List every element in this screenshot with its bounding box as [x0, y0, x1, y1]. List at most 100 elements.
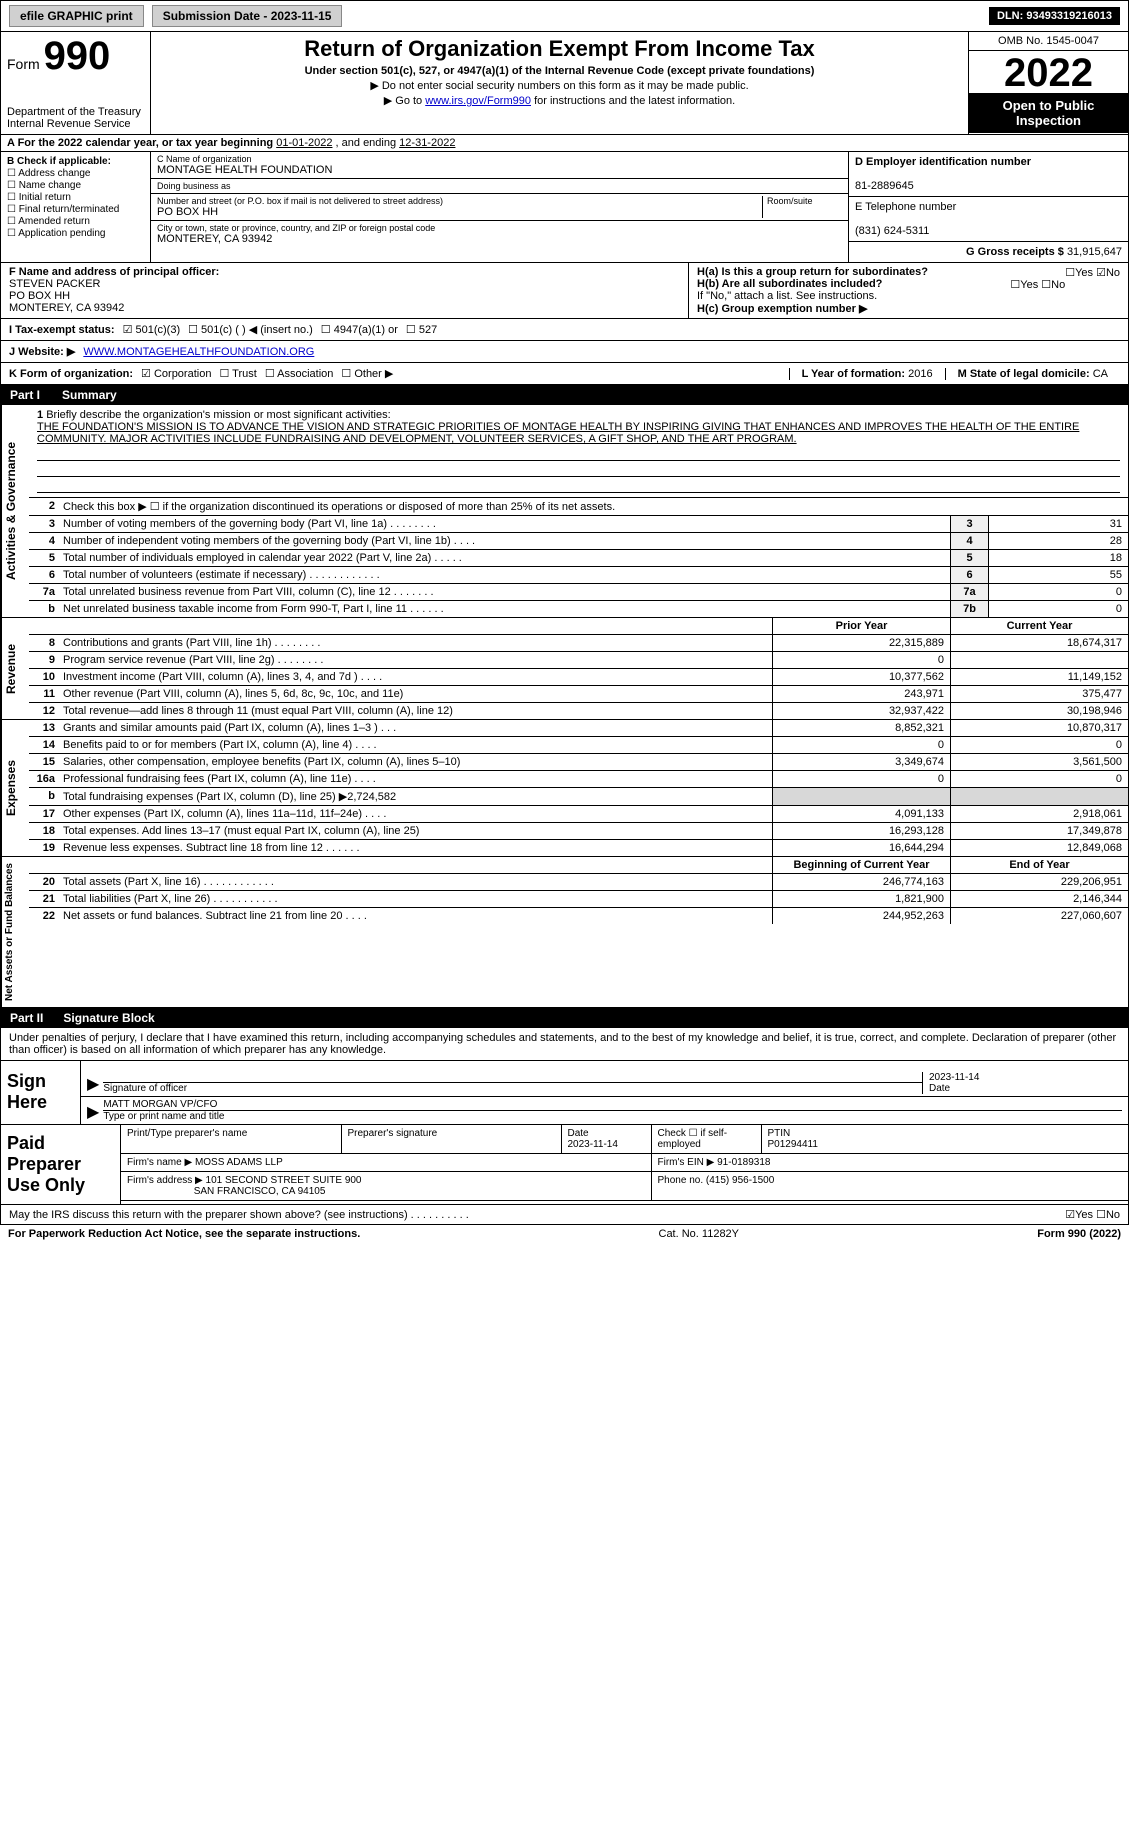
row-a-pre: A For the 2022 calendar year, or tax yea…	[7, 137, 276, 149]
prep-date-label: Date	[568, 1128, 589, 1139]
sign-date: 2023-11-14	[929, 1072, 1122, 1083]
footer-left: For Paperwork Reduction Act Notice, see …	[8, 1228, 360, 1240]
status-501c3[interactable]: ☑ 501(c)(3)	[123, 323, 181, 336]
tax-year-begin: 01-01-2022	[276, 137, 332, 149]
table-row: 16aProfessional fundraising fees (Part I…	[29, 771, 1128, 788]
chk-application-pending[interactable]: ☐ Application pending	[7, 228, 144, 239]
sign-date-label: Date	[929, 1083, 950, 1094]
dln-label: DLN: 93493319216013	[989, 7, 1120, 25]
ha-no[interactable]: No	[1106, 267, 1120, 279]
discuss-no[interactable]: No	[1106, 1209, 1120, 1221]
chk-name-change[interactable]: ☐ Name change	[7, 180, 144, 191]
begin-year-header: Beginning of Current Year	[772, 857, 950, 873]
org-corporation[interactable]: ☑ Corporation	[141, 367, 211, 380]
end-year-header: End of Year	[950, 857, 1128, 873]
firm-name: MOSS ADAMS LLP	[195, 1157, 283, 1168]
website-label: J Website: ▶	[9, 345, 75, 358]
note2-pre: ▶ Go to	[384, 95, 425, 107]
chk-address-change[interactable]: ☐ Address change	[7, 168, 144, 179]
firm-ein-label: Firm's EIN ▶	[658, 1157, 715, 1168]
officer-name-label: Type or print name and title	[103, 1111, 224, 1122]
omb-number: OMB No. 1545-0047	[969, 32, 1128, 51]
principal-label: F Name and address of principal officer:	[9, 266, 219, 278]
phone-label: E Telephone number	[855, 201, 956, 213]
gross-label: G Gross receipts $	[966, 246, 1064, 258]
room-label: Room/suite	[767, 196, 842, 206]
hc-label: H(c) Group exemption number ▶	[697, 303, 867, 315]
chk-final-return[interactable]: ☐ Final return/terminated	[7, 204, 144, 215]
table-row: 10Investment income (Part VIII, column (…	[29, 669, 1128, 686]
table-row: 3Number of voting members of the governi…	[29, 516, 1128, 533]
irs-link[interactable]: www.irs.gov/Form990	[425, 95, 531, 107]
table-row: 4Number of independent voting members of…	[29, 533, 1128, 550]
block-bcd: B Check if applicable: ☐ Address change …	[0, 152, 1129, 263]
ein-label: D Employer identification number	[855, 156, 1031, 168]
table-row: 18Total expenses. Add lines 13–17 (must …	[29, 823, 1128, 840]
netassets-section: Net Assets or Fund Balances Beginning of…	[0, 857, 1129, 1008]
signature-intro: Under penalties of perjury, I declare th…	[0, 1028, 1129, 1061]
blank-line	[37, 463, 1120, 477]
efile-print-button[interactable]: efile GRAPHIC print	[9, 5, 144, 27]
status-label: I Tax-exempt status:	[9, 324, 115, 336]
ha-yes[interactable]: Yes	[1075, 267, 1093, 279]
org-name-label: C Name of organization	[157, 154, 842, 164]
arrow-icon: ▶	[87, 1102, 99, 1122]
hb-no[interactable]: No	[1051, 279, 1065, 291]
hb-yes[interactable]: Yes	[1020, 279, 1038, 291]
status-4947[interactable]: ☐ 4947(a)(1) or	[321, 323, 398, 336]
ptin-label: PTIN	[768, 1128, 791, 1139]
table-row: 12Total revenue—add lines 8 through 11 (…	[29, 703, 1128, 719]
discuss-text: May the IRS discuss this return with the…	[9, 1209, 469, 1221]
col-b-checkboxes: B Check if applicable: ☐ Address change …	[1, 152, 151, 262]
current-year-header: Current Year	[950, 618, 1128, 634]
sign-here-label: Sign Here	[1, 1061, 81, 1124]
form-note-2: ▶ Go to www.irs.gov/Form990 for instruct…	[159, 94, 960, 107]
table-row: 8Contributions and grants (Part VIII, li…	[29, 635, 1128, 652]
part-1-label: Part I	[10, 388, 40, 402]
dba-label: Doing business as	[157, 181, 842, 191]
part-1-title: Summary	[56, 388, 123, 402]
netassets-header: Beginning of Current Year End of Year	[29, 857, 1128, 874]
table-row: 15Salaries, other compensation, employee…	[29, 754, 1128, 771]
mission-num: 1	[37, 409, 43, 421]
form-org-label: K Form of organization:	[9, 368, 133, 380]
blank-line	[37, 447, 1120, 461]
firm-addr-label: Firm's address ▶	[127, 1175, 203, 1186]
org-association[interactable]: ☐ Association	[265, 367, 334, 380]
form-label: Form	[7, 56, 40, 72]
prep-name-label: Print/Type preparer's name	[127, 1128, 247, 1139]
revenue-side-label: Revenue	[1, 618, 29, 719]
firm-name-label: Firm's name ▶	[127, 1157, 192, 1168]
hb-label: H(b) Are all subordinates included?	[697, 278, 882, 290]
principal-addr2: MONTEREY, CA 93942	[9, 302, 124, 314]
status-527[interactable]: ☐ 527	[406, 323, 437, 336]
firm-addr: 101 SECOND STREET SUITE 900	[206, 1175, 362, 1186]
prep-check-label[interactable]: Check ☐ if self-employed	[658, 1128, 728, 1150]
row-a-mid: , and ending	[336, 137, 400, 149]
ein-value: 81-2889645	[855, 180, 914, 192]
preparer-block: Paid Preparer Use Only Print/Type prepar…	[0, 1125, 1129, 1205]
discuss-yes[interactable]: Yes	[1075, 1209, 1093, 1221]
firm-ein: 91-0189318	[717, 1157, 770, 1168]
governance-section: Activities & Governance 1 Briefly descri…	[0, 405, 1129, 618]
city-label: City or town, state or province, country…	[157, 223, 842, 233]
website-link[interactable]: WWW.MONTAGEHEALTHFOUNDATION.ORG	[83, 346, 314, 358]
mission-block: 1 Briefly describe the organization's mi…	[29, 405, 1128, 498]
part-2-label: Part II	[10, 1011, 43, 1025]
row-a-tax-year: A For the 2022 calendar year, or tax yea…	[0, 135, 1129, 152]
status-501c[interactable]: ☐ 501(c) ( ) ◀ (insert no.)	[188, 323, 313, 336]
form-note-1: ▶ Do not enter social security numbers o…	[159, 79, 960, 92]
org-other[interactable]: ☐ Other ▶	[341, 367, 393, 380]
year-formation-label: L Year of formation:	[802, 368, 906, 380]
table-row: 11Other revenue (Part VIII, column (A), …	[29, 686, 1128, 703]
part-1-header: Part I Summary	[0, 385, 1129, 405]
chk-amended-return[interactable]: ☐ Amended return	[7, 216, 144, 227]
org-trust[interactable]: ☐ Trust	[219, 367, 256, 380]
table-row: 14Benefits paid to or for members (Part …	[29, 737, 1128, 754]
revenue-section: Revenue Prior Year Current Year 8Contrib…	[0, 618, 1129, 720]
chk-initial-return[interactable]: ☐ Initial return	[7, 192, 144, 203]
ptin-value: P01294411	[768, 1139, 818, 1150]
table-row: 2Check this box ▶ ☐ if the organization …	[29, 498, 1128, 516]
topbar: efile GRAPHIC print Submission Date - 20…	[0, 0, 1129, 32]
submission-date-button[interactable]: Submission Date - 2023-11-15	[152, 5, 343, 27]
